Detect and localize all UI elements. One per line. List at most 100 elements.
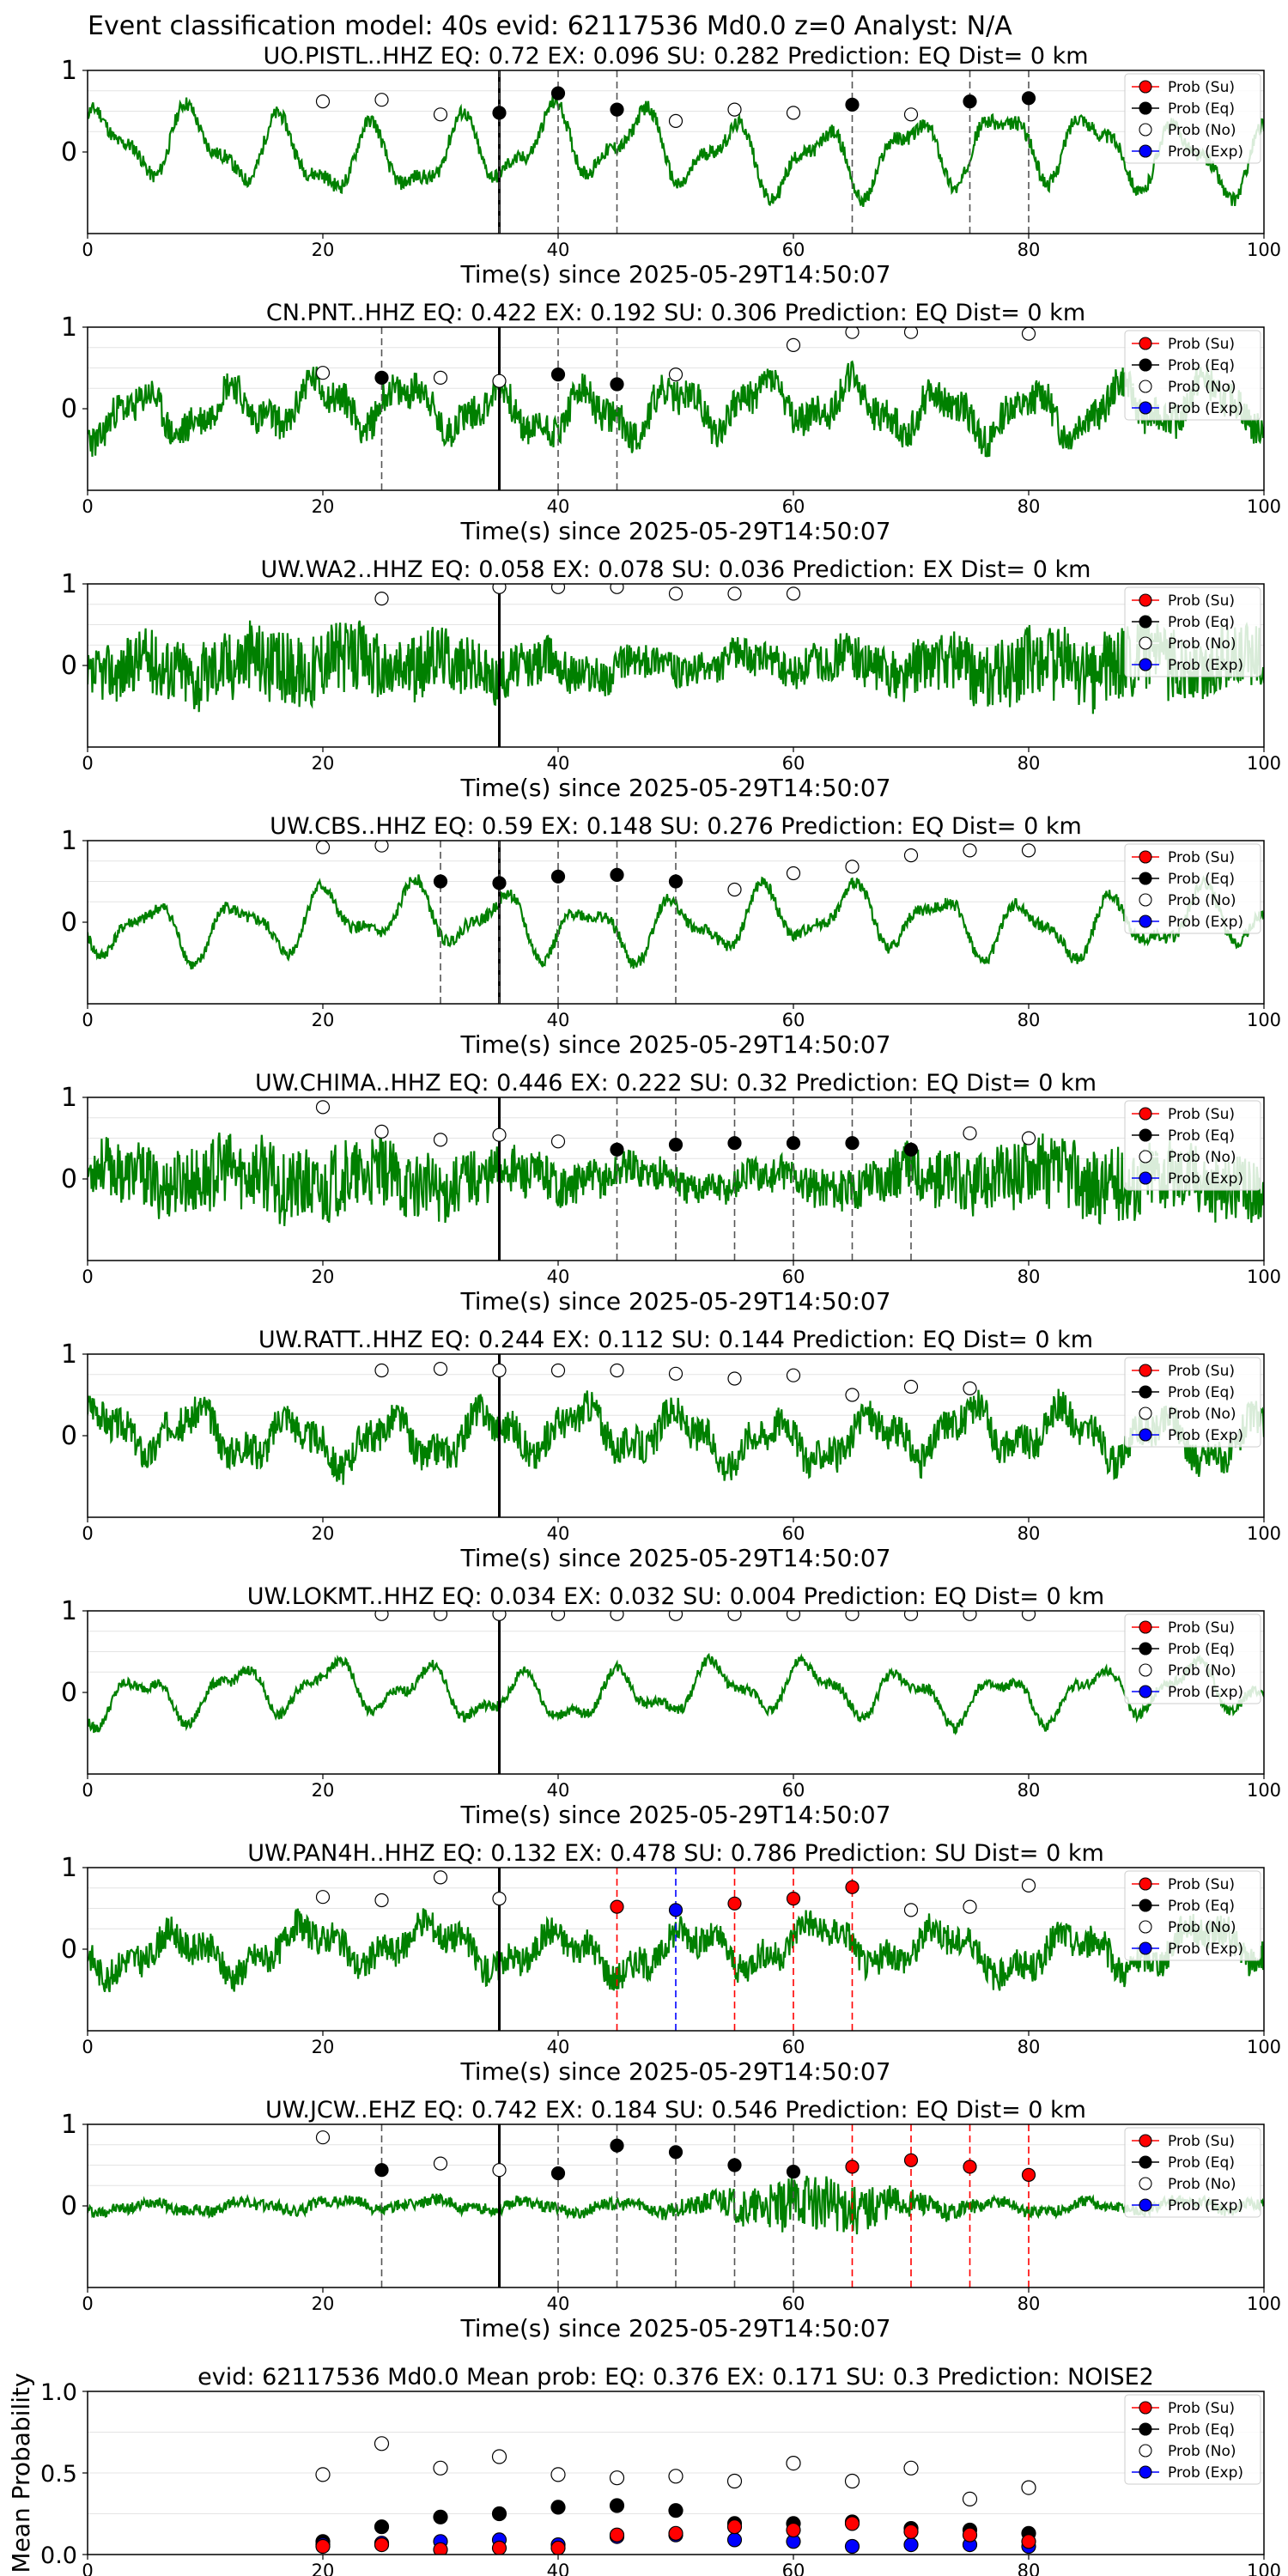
legend: Prob (Su) Prob (Eq) Prob (No) Prob (Exp) (1124, 1870, 1261, 1961)
panels-container: UO.PISTL..HHZ EQ: 0.72 EX: 0.096 SU: 0.2… (7, 43, 1281, 2576)
y-tick-label: 1 (61, 826, 77, 856)
x-tick-label: 20 (312, 2561, 335, 2576)
mean-su-marker (374, 2537, 390, 2553)
x-axis-label: Time(s) since 2025-05-29T14:50:07 (459, 2314, 890, 2342)
mean-su-marker (491, 2540, 507, 2555)
legend-marker-su (1139, 593, 1152, 607)
chart-title: UW.PAN4H..HHZ EQ: 0.132 EX: 0.478 SU: 0.… (247, 1840, 1104, 1867)
prob-eq-marker (610, 377, 624, 392)
x-tick-label: 80 (1018, 240, 1041, 260)
x-tick-label: 20 (312, 1267, 335, 1287)
legend-marker-su (1139, 337, 1152, 350)
chart-panel-5: UW.CHIMA..HHZ EQ: 0.446 EX: 0.222 SU: 0.… (61, 1070, 1281, 1315)
legend-marker-exp (1139, 1171, 1152, 1185)
prob-eq-marker (786, 1136, 801, 1151)
x-tick-label: 80 (1018, 496, 1041, 517)
x-axis-label: Time(s) since 2025-05-29T14:50:07 (459, 517, 890, 545)
chart-title: UW.CHIMA..HHZ EQ: 0.446 EX: 0.222 SU: 0.… (255, 1070, 1097, 1097)
prob-no-marker (374, 93, 389, 107)
x-tick-label: 20 (312, 1780, 335, 1801)
prob-no-marker (845, 860, 860, 874)
legend-label-exp: Prob (Exp) (1168, 1427, 1243, 1444)
legend-label-su: Prob (Su) (1168, 592, 1235, 610)
prob-no-marker (433, 107, 448, 122)
prob-eq-marker (374, 370, 389, 385)
prob-no-marker (492, 1127, 507, 1142)
legend-label-eq: Prob (Eq) (1168, 357, 1235, 374)
x-tick-label: 60 (782, 240, 805, 260)
x-axis-label: Time(s) since 2025-05-29T14:50:07 (459, 260, 890, 289)
mean-no-marker (491, 2449, 507, 2464)
legend-box (1124, 330, 1261, 421)
legend-marker-eq (1139, 101, 1152, 115)
prob-no-marker (727, 1611, 742, 1621)
legend-marker-eq (1139, 872, 1152, 885)
chart-title: CN.PNT..HHZ EQ: 0.422 EX: 0.192 SU: 0.30… (266, 300, 1085, 326)
prob-no-marker (433, 370, 448, 385)
legend-marker-no (1139, 380, 1152, 393)
mean-eq-marker (668, 2503, 683, 2518)
prob-eq-marker (845, 1136, 860, 1151)
prob-su-marker (1021, 2167, 1036, 2182)
legend-label-no: Prob (No) (1168, 1406, 1236, 1423)
x-tick-label: 40 (547, 496, 570, 517)
chart-panel-1: UO.PISTL..HHZ EQ: 0.72 EX: 0.096 SU: 0.2… (61, 43, 1281, 289)
prob-eq-marker (550, 368, 566, 382)
prob-no-marker (433, 1870, 448, 1885)
waveform-trace (88, 94, 1264, 208)
y-tick-label: 0 (61, 1935, 77, 1965)
legend: Prob (Su) Prob (Eq) Prob (No) Prob (Exp) (1124, 73, 1261, 164)
mean-no-marker (786, 2456, 801, 2471)
x-tick-label: 40 (547, 1780, 570, 1801)
prob-no-marker (963, 1381, 977, 1396)
legend-label-no: Prob (No) (1168, 122, 1236, 139)
legend-label-su: Prob (Su) (1168, 1106, 1235, 1123)
prob-eq-marker (610, 102, 624, 117)
legend-marker-eq (1139, 615, 1152, 629)
legend-label-su: Prob (Su) (1168, 1876, 1235, 1893)
plot-area (88, 1097, 1264, 1261)
x-tick-label: 0 (82, 753, 93, 774)
x-tick-label: 100 (1247, 1010, 1281, 1030)
prob-no-marker (433, 1133, 448, 1147)
prob-no-marker (315, 1890, 331, 1905)
x-tick-label: 40 (547, 240, 570, 260)
legend-box (1124, 73, 1261, 164)
x-tick-label: 80 (1018, 753, 1041, 774)
prob-no-marker (374, 591, 389, 606)
legend-box (1124, 1100, 1261, 1191)
prob-eq-marker (903, 1142, 919, 1157)
x-tick-label: 100 (1247, 2561, 1281, 2576)
prob-eq-marker (433, 874, 448, 889)
legend-box (1124, 1870, 1261, 1961)
prob-eq-marker (786, 2165, 801, 2179)
legend-label-exp: Prob (Exp) (1168, 657, 1243, 674)
prob-no-marker (610, 1363, 624, 1378)
prob-no-marker (668, 113, 683, 128)
x-tick-label: 40 (547, 2561, 570, 2576)
legend-label-exp: Prob (Exp) (1168, 1684, 1243, 1701)
mean-no-marker (374, 2436, 390, 2451)
prob-no-marker (668, 586, 683, 601)
legend-marker-no (1139, 893, 1152, 907)
x-tick-label: 100 (1247, 1267, 1281, 1287)
prob-su-marker (786, 1892, 801, 1906)
prob-no-marker (315, 94, 331, 109)
waveform-trace (88, 360, 1264, 458)
y-tick-label: 0.0 (40, 2543, 77, 2569)
x-tick-label: 80 (1018, 2561, 1041, 2576)
mean-su-marker (550, 2540, 566, 2555)
legend: Prob (Su) Prob (Eq) Prob (No) Prob (Exp) (1124, 843, 1261, 934)
chart-panel-7: UW.LOKMT..HHZ EQ: 0.034 EX: 0.032 SU: 0.… (61, 1583, 1281, 1829)
legend-marker-su (1139, 1364, 1152, 1377)
mean-no-marker (903, 2460, 919, 2476)
x-axis-label: Time(s) since 2025-05-29T14:50:07 (459, 2057, 890, 2086)
prob-no-marker (550, 1134, 566, 1149)
prob-eq-marker (845, 97, 860, 112)
prob-no-marker (903, 1379, 919, 1394)
legend-marker-no (1139, 2444, 1152, 2458)
legend-label-su: Prob (Su) (1168, 1363, 1235, 1380)
x-tick-label: 0 (82, 2293, 93, 2314)
prob-eq-marker (550, 86, 566, 100)
legend-marker-su (1139, 2401, 1152, 2415)
